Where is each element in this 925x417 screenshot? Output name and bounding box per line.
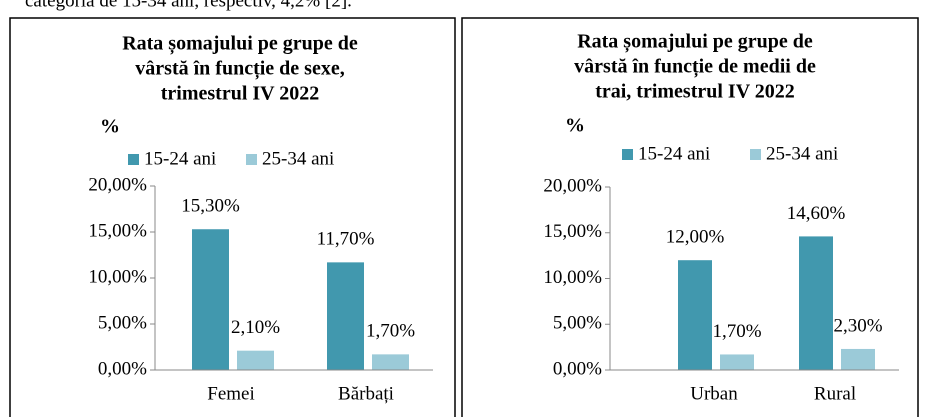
chart-title: trimestrul IV 2022 [161, 83, 320, 105]
y-tick-label: 0,00% [553, 358, 602, 379]
data-label: 12,00% [666, 227, 725, 248]
x-tick-label: Urban [690, 383, 738, 404]
data-label: 11,70% [317, 229, 375, 250]
y-tick-label: 5,00% [98, 312, 147, 333]
chart-title: trai, trimestrul IV 2022 [595, 81, 795, 103]
y-tick-label: 0,00% [98, 358, 147, 379]
legend-swatch [246, 154, 257, 165]
data-label: 14,60% [787, 203, 846, 224]
legend-label: 25-34 ani [766, 143, 838, 164]
chart-title: vârstă în funcție de sexe, [135, 58, 344, 81]
y-tick-label: 15,00% [543, 221, 602, 242]
bar [327, 262, 364, 370]
bar [678, 260, 712, 370]
data-label: 15,30% [181, 196, 240, 217]
bar [372, 354, 409, 370]
legend-label: 15-24 ani [638, 143, 710, 164]
y-tick-label: 20,00% [88, 174, 147, 195]
data-label: 2,10% [231, 317, 280, 338]
panel-border [9, 17, 456, 417]
y-tick-label: 5,00% [553, 313, 602, 334]
x-tick-label: Rural [814, 383, 856, 404]
data-label: 2,30% [833, 315, 882, 336]
bar [192, 229, 229, 370]
bar [799, 236, 833, 370]
chart-title: Rata șomajului pe grupe de [122, 33, 358, 56]
chart-title: vârstă în funcție de medii de [574, 56, 816, 79]
y-tick-label: 10,00% [543, 267, 602, 288]
y-tick-label: 20,00% [543, 175, 602, 196]
y-axis-label: % [100, 116, 120, 138]
data-label: 1,70% [366, 321, 415, 342]
y-tick-label: 10,00% [88, 266, 147, 287]
legend-swatch [622, 149, 633, 160]
x-tick-label: Femei [207, 383, 255, 404]
data-label: 1,70% [712, 321, 761, 342]
x-tick-label: Bărbați [338, 383, 394, 404]
y-axis-label: % [565, 115, 585, 137]
y-tick-label: 15,00% [88, 220, 147, 241]
bar [720, 354, 754, 370]
bar [841, 348, 875, 370]
legend-label: 15-24 ani [144, 148, 216, 169]
bar [237, 350, 274, 370]
panel-border [461, 17, 919, 417]
text-above: categoria de 15-34 ani, respectiv, 4,2% … [25, 0, 352, 11]
legend-swatch [750, 149, 761, 160]
legend-swatch [128, 154, 139, 165]
legend-label: 25-34 ani [262, 148, 334, 169]
chart-title: Rata șomajului pe grupe de [577, 31, 813, 54]
